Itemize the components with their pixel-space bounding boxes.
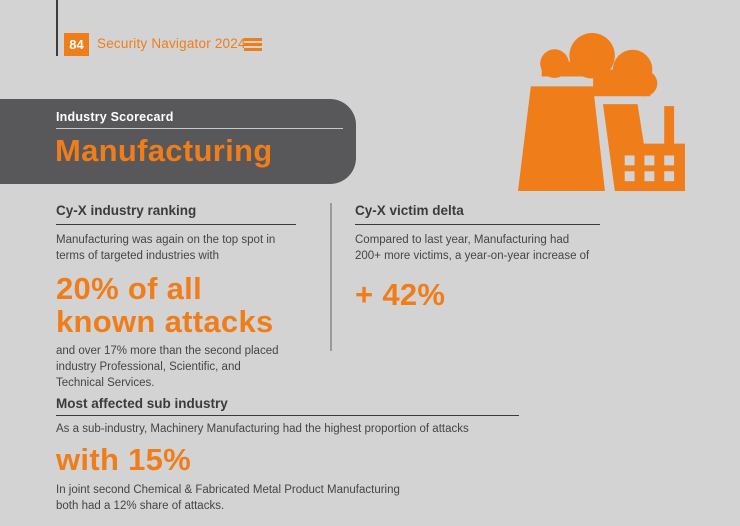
- section-cyx-industry-ranking: Cy-X industry ranking Manufacturing was …: [56, 203, 316, 391]
- page-number-badge: 84: [64, 33, 89, 56]
- victim-delta-intro-text: Compared to last year, Manufacturing had…: [355, 234, 590, 262]
- section-kicker: Industry Scorecard: [56, 110, 174, 124]
- industry-header-box: Industry Scorecard Manufacturing: [0, 99, 356, 184]
- kicker-underline: [56, 127, 343, 129]
- ranking-intro-text: Manufacturing was again on the top spot …: [56, 234, 276, 262]
- top-left-rule: [56, 0, 58, 56]
- hamburger-menu-icon[interactable]: [244, 38, 262, 51]
- victim-delta-stat: + 42%: [355, 277, 446, 312]
- ranking-outro-text: and over 17% more than the second placed…: [56, 345, 279, 389]
- sub-industry-heading: Most affected sub industry: [56, 396, 519, 416]
- page-number: 84: [69, 37, 84, 52]
- page-title: Manufacturing: [55, 133, 273, 168]
- victim-delta-heading: Cy-X victim delta: [355, 203, 600, 225]
- sub-industry-outro-text: In joint second Chemical & Fabricated Me…: [56, 484, 400, 512]
- sub-industry-stat: with 15%: [56, 442, 192, 477]
- sub-industry-intro-text: As a sub-industry, Machinery Manufacturi…: [56, 423, 469, 435]
- factory-smoke-icon: [518, 32, 685, 192]
- column-divider: [330, 203, 332, 351]
- section-cyx-victim-delta: Cy-X victim delta Compared to last year,…: [355, 203, 615, 311]
- ranking-stat: 20% of all known attacks: [56, 271, 274, 339]
- report-title: Security Navigator 2024: [97, 36, 246, 51]
- section-most-affected-sub-industry: Most affected sub industry As a sub-indu…: [56, 396, 536, 514]
- ranking-heading: Cy-X industry ranking: [56, 203, 296, 225]
